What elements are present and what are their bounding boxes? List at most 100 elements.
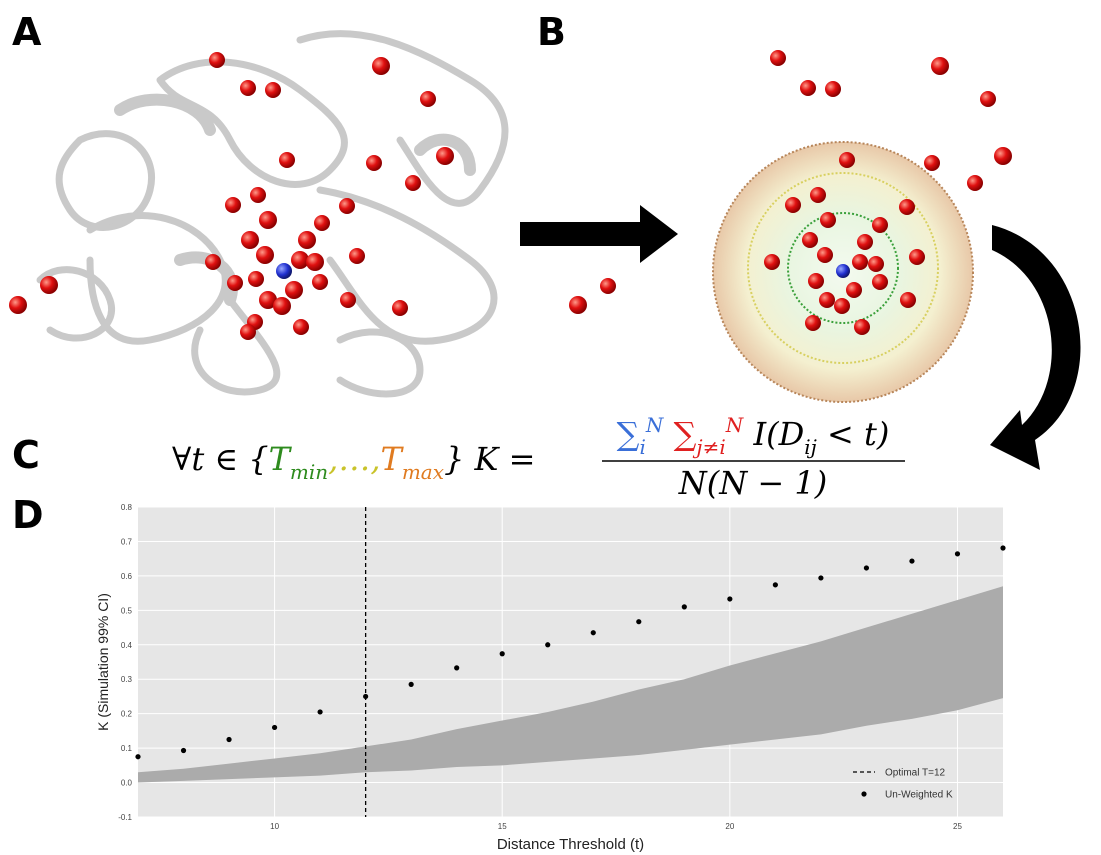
- atom: [810, 187, 826, 203]
- atom: [339, 198, 355, 214]
- atom: [868, 256, 884, 272]
- figure: A B C D ∀t ∈ {Tmin,…,Tmax} K = ∑iN ∑j≠iN…: [0, 0, 1101, 855]
- atom: [241, 231, 259, 249]
- atom: [600, 278, 616, 294]
- atom: [293, 319, 309, 335]
- atom: [800, 80, 816, 96]
- atom: [852, 254, 868, 270]
- atom: [392, 300, 408, 316]
- formula-numerator: ∑iN ∑j≠iN I(Dij < t): [617, 413, 890, 459]
- atom: [872, 217, 888, 233]
- formula-part: ∑: [617, 415, 640, 453]
- atom: [834, 298, 850, 314]
- atom: [802, 232, 818, 248]
- data-point: [409, 682, 414, 687]
- atom: [436, 147, 454, 165]
- atom: [227, 275, 243, 291]
- atom: [273, 297, 291, 315]
- y-tick-label: 0.2: [121, 710, 133, 719]
- atom: [250, 187, 266, 203]
- y-tick-label: 0.1: [121, 744, 133, 753]
- data-point: [226, 737, 231, 742]
- y-tick-label: 0.4: [121, 641, 133, 650]
- data-point: [955, 551, 960, 556]
- data-point: [500, 651, 505, 656]
- page: {"panel_labels": ["A", "B", "C", "D"], "…: [0, 0, 1101, 855]
- atom: [349, 248, 365, 264]
- formula-part: ∀t ∈ {: [172, 440, 269, 478]
- legend-marker: [861, 791, 866, 796]
- y-tick-label: 0.5: [121, 606, 133, 615]
- data-point: [363, 694, 368, 699]
- atom: [248, 271, 264, 287]
- y-tick-label: 0.6: [121, 572, 133, 581]
- data-point: [591, 630, 596, 635]
- curved-arrow: [990, 225, 1081, 470]
- formula-part: I(D: [743, 415, 804, 453]
- data-point: [181, 748, 186, 753]
- center-atom: [836, 264, 850, 278]
- data-point: [636, 619, 641, 624]
- arrow: [520, 205, 678, 263]
- atom: [259, 211, 277, 229]
- formula-part: j≠i: [692, 435, 725, 459]
- atom: [40, 276, 58, 294]
- atom: [209, 52, 225, 68]
- data-point: [682, 604, 687, 609]
- atom: [405, 175, 421, 191]
- legend-label: Un-Weighted K: [885, 790, 953, 801]
- formula-part: N: [645, 413, 665, 437]
- atom: [994, 147, 1012, 165]
- atom: [285, 281, 303, 299]
- atom: [764, 254, 780, 270]
- data-point: [318, 709, 323, 714]
- atom: [225, 197, 241, 213]
- formula-part: min: [290, 460, 328, 484]
- formula-part: max: [402, 460, 444, 484]
- data-point: [818, 575, 823, 580]
- panel-label: D: [12, 493, 44, 537]
- atom: [265, 82, 281, 98]
- data-point: [454, 665, 459, 670]
- data-point: [1000, 545, 1005, 550]
- y-tick-label: 0.3: [121, 675, 133, 684]
- atom: [240, 324, 256, 340]
- atom: [808, 273, 824, 289]
- formula-part: N(N − 1): [678, 464, 827, 502]
- atom: [967, 175, 983, 191]
- y-tick-label: 0.8: [121, 503, 133, 512]
- formula-part: ij: [804, 435, 817, 459]
- atom: [785, 197, 801, 213]
- atom: [825, 81, 841, 97]
- data-point: [727, 596, 732, 601]
- atom: [205, 254, 221, 270]
- data-point: [272, 725, 277, 730]
- legend-label: Optimal T=12: [885, 768, 946, 779]
- panel-label: A: [12, 10, 42, 54]
- y-axis-label: K (Simulation 99% CI): [95, 593, 111, 731]
- formula-denominator: N(N − 1): [678, 464, 827, 502]
- formula-part: N: [725, 413, 745, 437]
- atom: [872, 274, 888, 290]
- y-tick-label: 0.7: [121, 537, 133, 546]
- atom: [931, 57, 949, 75]
- center-atom: [276, 263, 292, 279]
- atom: [240, 80, 256, 96]
- atom: [9, 296, 27, 314]
- atom: [839, 152, 855, 168]
- atom: [312, 274, 328, 290]
- atom: [805, 315, 821, 331]
- atom: [366, 155, 382, 171]
- data-point: [545, 642, 550, 647]
- atom: [420, 91, 436, 107]
- formula-left: ∀t ∈ {Tmin,…,Tmax} K =: [172, 440, 535, 484]
- atom: [909, 249, 925, 265]
- formula-part: } K =: [444, 440, 535, 478]
- atom: [372, 57, 390, 75]
- x-tick-label: 25: [953, 822, 962, 831]
- x-tick-label: 20: [725, 822, 734, 831]
- atom: [846, 282, 862, 298]
- atom: [817, 247, 833, 263]
- atom: [899, 199, 915, 215]
- atom: [298, 231, 316, 249]
